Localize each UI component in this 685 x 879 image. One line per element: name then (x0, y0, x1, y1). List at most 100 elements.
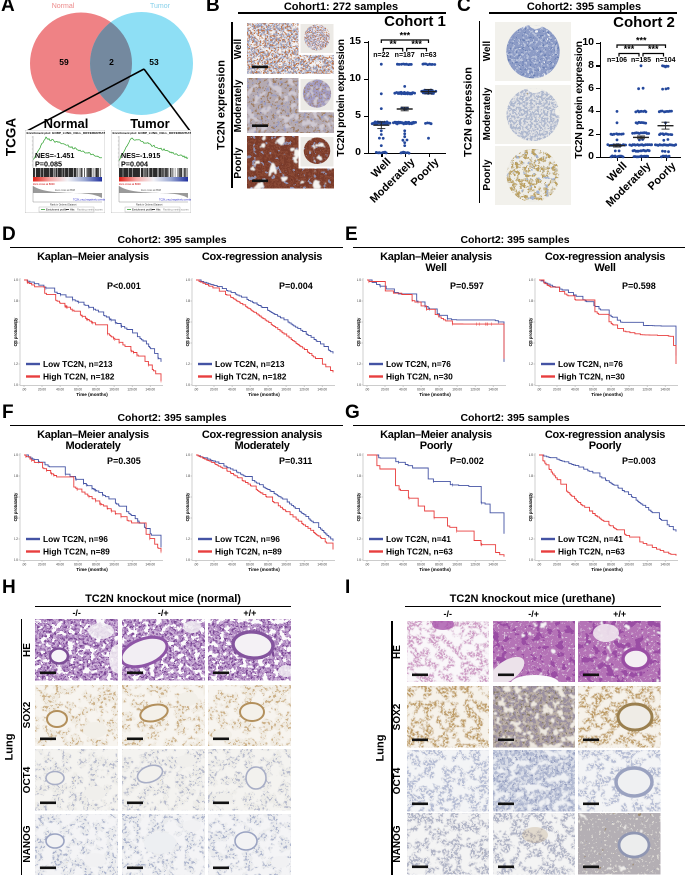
svg-text:Enrichment profile: Enrichment profile (132, 208, 153, 212)
svg-text:Low TC2N, n=76: Low TC2N, n=76 (386, 359, 451, 369)
svg-text:High TC2N, n=182: High TC2N, n=182 (215, 372, 287, 382)
svg-text:120.00: 120.00 (127, 562, 137, 566)
svg-text:***: *** (400, 31, 411, 41)
svg-text:20.00: 20.00 (210, 562, 218, 566)
svg-text:Zero cross at 8838: Zero cross at 8838 (141, 189, 162, 192)
svg-text:80.00: 80.00 (607, 562, 615, 566)
svg-text:100.00: 100.00 (109, 562, 119, 566)
svg-text:OS probability: OS probability (357, 317, 361, 346)
svg-text:0.6: 0.6 (186, 495, 190, 499)
svg-text:140.00: 140.00 (660, 388, 670, 392)
svg-text:P=0.085: P=0.085 (35, 160, 62, 169)
svg-text:NES=-1.915: NES=-1.915 (121, 151, 160, 160)
svg-text:20.00: 20.00 (38, 388, 46, 392)
svg-text:NES=-1.451: NES=-1.451 (35, 151, 74, 160)
svg-text:60.00: 60.00 (417, 562, 425, 566)
svg-text:0.4: 0.4 (529, 516, 533, 520)
svg-text:0.6: 0.6 (186, 320, 190, 324)
svg-text:0.6: 0.6 (14, 320, 18, 324)
svg-text:High TC2N, n=30: High TC2N, n=30 (386, 372, 453, 382)
svg-text:Hits: Hits (70, 208, 75, 212)
svg-text:OS probability: OS probability (529, 317, 533, 346)
svg-text:120.00: 120.00 (642, 388, 652, 392)
svg-text:0.4: 0.4 (186, 341, 190, 345)
svg-text:1.0: 1.0 (529, 278, 533, 282)
svg-text:0.6: 0.6 (529, 495, 533, 499)
svg-text:.00: .00 (365, 562, 370, 566)
svg-text:High TC2N, n=89: High TC2N, n=89 (43, 546, 110, 556)
svg-text:P<0.001: P<0.001 (107, 281, 141, 291)
svg-text:Time (months): Time (months) (591, 567, 623, 572)
svg-text:High TC2N, n=182: High TC2N, n=182 (43, 372, 115, 382)
svg-text:80.00: 80.00 (264, 562, 272, 566)
svg-text:60.00: 60.00 (589, 388, 597, 392)
svg-text:0.2: 0.2 (357, 362, 361, 366)
svg-text:1.0: 1.0 (186, 278, 190, 282)
svg-text:OS probability: OS probability (186, 492, 190, 521)
svg-text:Time (months): Time (months) (591, 392, 623, 397)
svg-text:80.00: 80.00 (92, 562, 100, 566)
svg-text:High TC2N, n=30: High TC2N, n=30 (558, 372, 625, 382)
svg-text:***: *** (648, 44, 659, 54)
svg-text:80.00: 80.00 (92, 388, 100, 392)
svg-text:Zero cross at 8838: Zero cross at 8838 (55, 189, 76, 192)
svg-text:High TC2N, n=63: High TC2N, n=63 (558, 546, 625, 556)
svg-text:.00: .00 (22, 388, 27, 392)
svg-text:0.2: 0.2 (186, 362, 190, 366)
svg-text:20.00: 20.00 (553, 388, 561, 392)
svg-text:60.00: 60.00 (74, 388, 82, 392)
svg-text:Hits: Hits (156, 208, 161, 212)
svg-text:120.00: 120.00 (127, 388, 137, 392)
svg-text:1.0: 1.0 (357, 278, 361, 282)
svg-text:0.8: 0.8 (529, 299, 533, 303)
svg-text:Low TC2N, n=213: Low TC2N, n=213 (215, 359, 285, 369)
svg-text:60.00: 60.00 (246, 388, 254, 392)
svg-text:0.6: 0.6 (357, 495, 361, 499)
svg-text:Enrichment profile: Enrichment profile (46, 208, 67, 212)
svg-text:TC2N_neg (negatively correlate: TC2N_neg (negatively correlated) (159, 199, 191, 202)
svg-text:**: ** (389, 39, 397, 49)
svg-text:0.2: 0.2 (186, 537, 190, 541)
svg-text:High TC2N, n=63: High TC2N, n=63 (386, 546, 453, 556)
svg-text:0.0: 0.0 (186, 383, 190, 387)
svg-text:1.0: 1.0 (529, 453, 533, 457)
svg-text:OS probability: OS probability (357, 492, 361, 521)
svg-text:0.4: 0.4 (186, 516, 190, 520)
svg-text:120.00: 120.00 (299, 562, 309, 566)
svg-text:1.0: 1.0 (186, 453, 190, 457)
svg-text:20.00: 20.00 (553, 562, 561, 566)
svg-text:40.00: 40.00 (399, 388, 407, 392)
svg-text:40.00: 40.00 (228, 562, 236, 566)
svg-text:Zero cross at 8000: Zero cross at 8000 (119, 182, 141, 186)
svg-text:40.00: 40.00 (399, 562, 407, 566)
svg-text:60.00: 60.00 (417, 388, 425, 392)
svg-text:0.8: 0.8 (357, 299, 361, 303)
svg-text:***: *** (636, 36, 647, 46)
svg-text:140.00: 140.00 (145, 388, 155, 392)
svg-text:0.4: 0.4 (529, 341, 533, 345)
svg-text:40.00: 40.00 (228, 388, 236, 392)
svg-text:100.00: 100.00 (281, 562, 291, 566)
svg-text:P=0.311: P=0.311 (279, 456, 312, 466)
svg-text:OS probability: OS probability (14, 317, 18, 346)
svg-text:140.00: 140.00 (660, 562, 670, 566)
svg-text:***: *** (411, 39, 422, 49)
svg-text:P=0.003: P=0.003 (622, 456, 656, 466)
svg-text:140.00: 140.00 (317, 388, 327, 392)
svg-text:60.00: 60.00 (589, 562, 597, 566)
svg-text:40.00: 40.00 (56, 388, 64, 392)
svg-text:0.2: 0.2 (14, 537, 18, 541)
svg-text:40.00: 40.00 (571, 388, 579, 392)
svg-text:140.00: 140.00 (145, 562, 155, 566)
svg-text:120.00: 120.00 (642, 562, 652, 566)
svg-text:P=0.004: P=0.004 (279, 281, 313, 291)
svg-text:Time (months): Time (months) (76, 567, 108, 572)
svg-text:140.00: 140.00 (488, 388, 498, 392)
svg-text:P=0.004: P=0.004 (121, 160, 148, 169)
svg-text:80.00: 80.00 (264, 388, 272, 392)
svg-text:0.4: 0.4 (14, 341, 18, 345)
svg-text:0.2: 0.2 (357, 537, 361, 541)
svg-text:High TC2N, n=89: High TC2N, n=89 (215, 546, 282, 556)
svg-text:0.2: 0.2 (529, 537, 533, 541)
svg-text:1.0: 1.0 (357, 453, 361, 457)
